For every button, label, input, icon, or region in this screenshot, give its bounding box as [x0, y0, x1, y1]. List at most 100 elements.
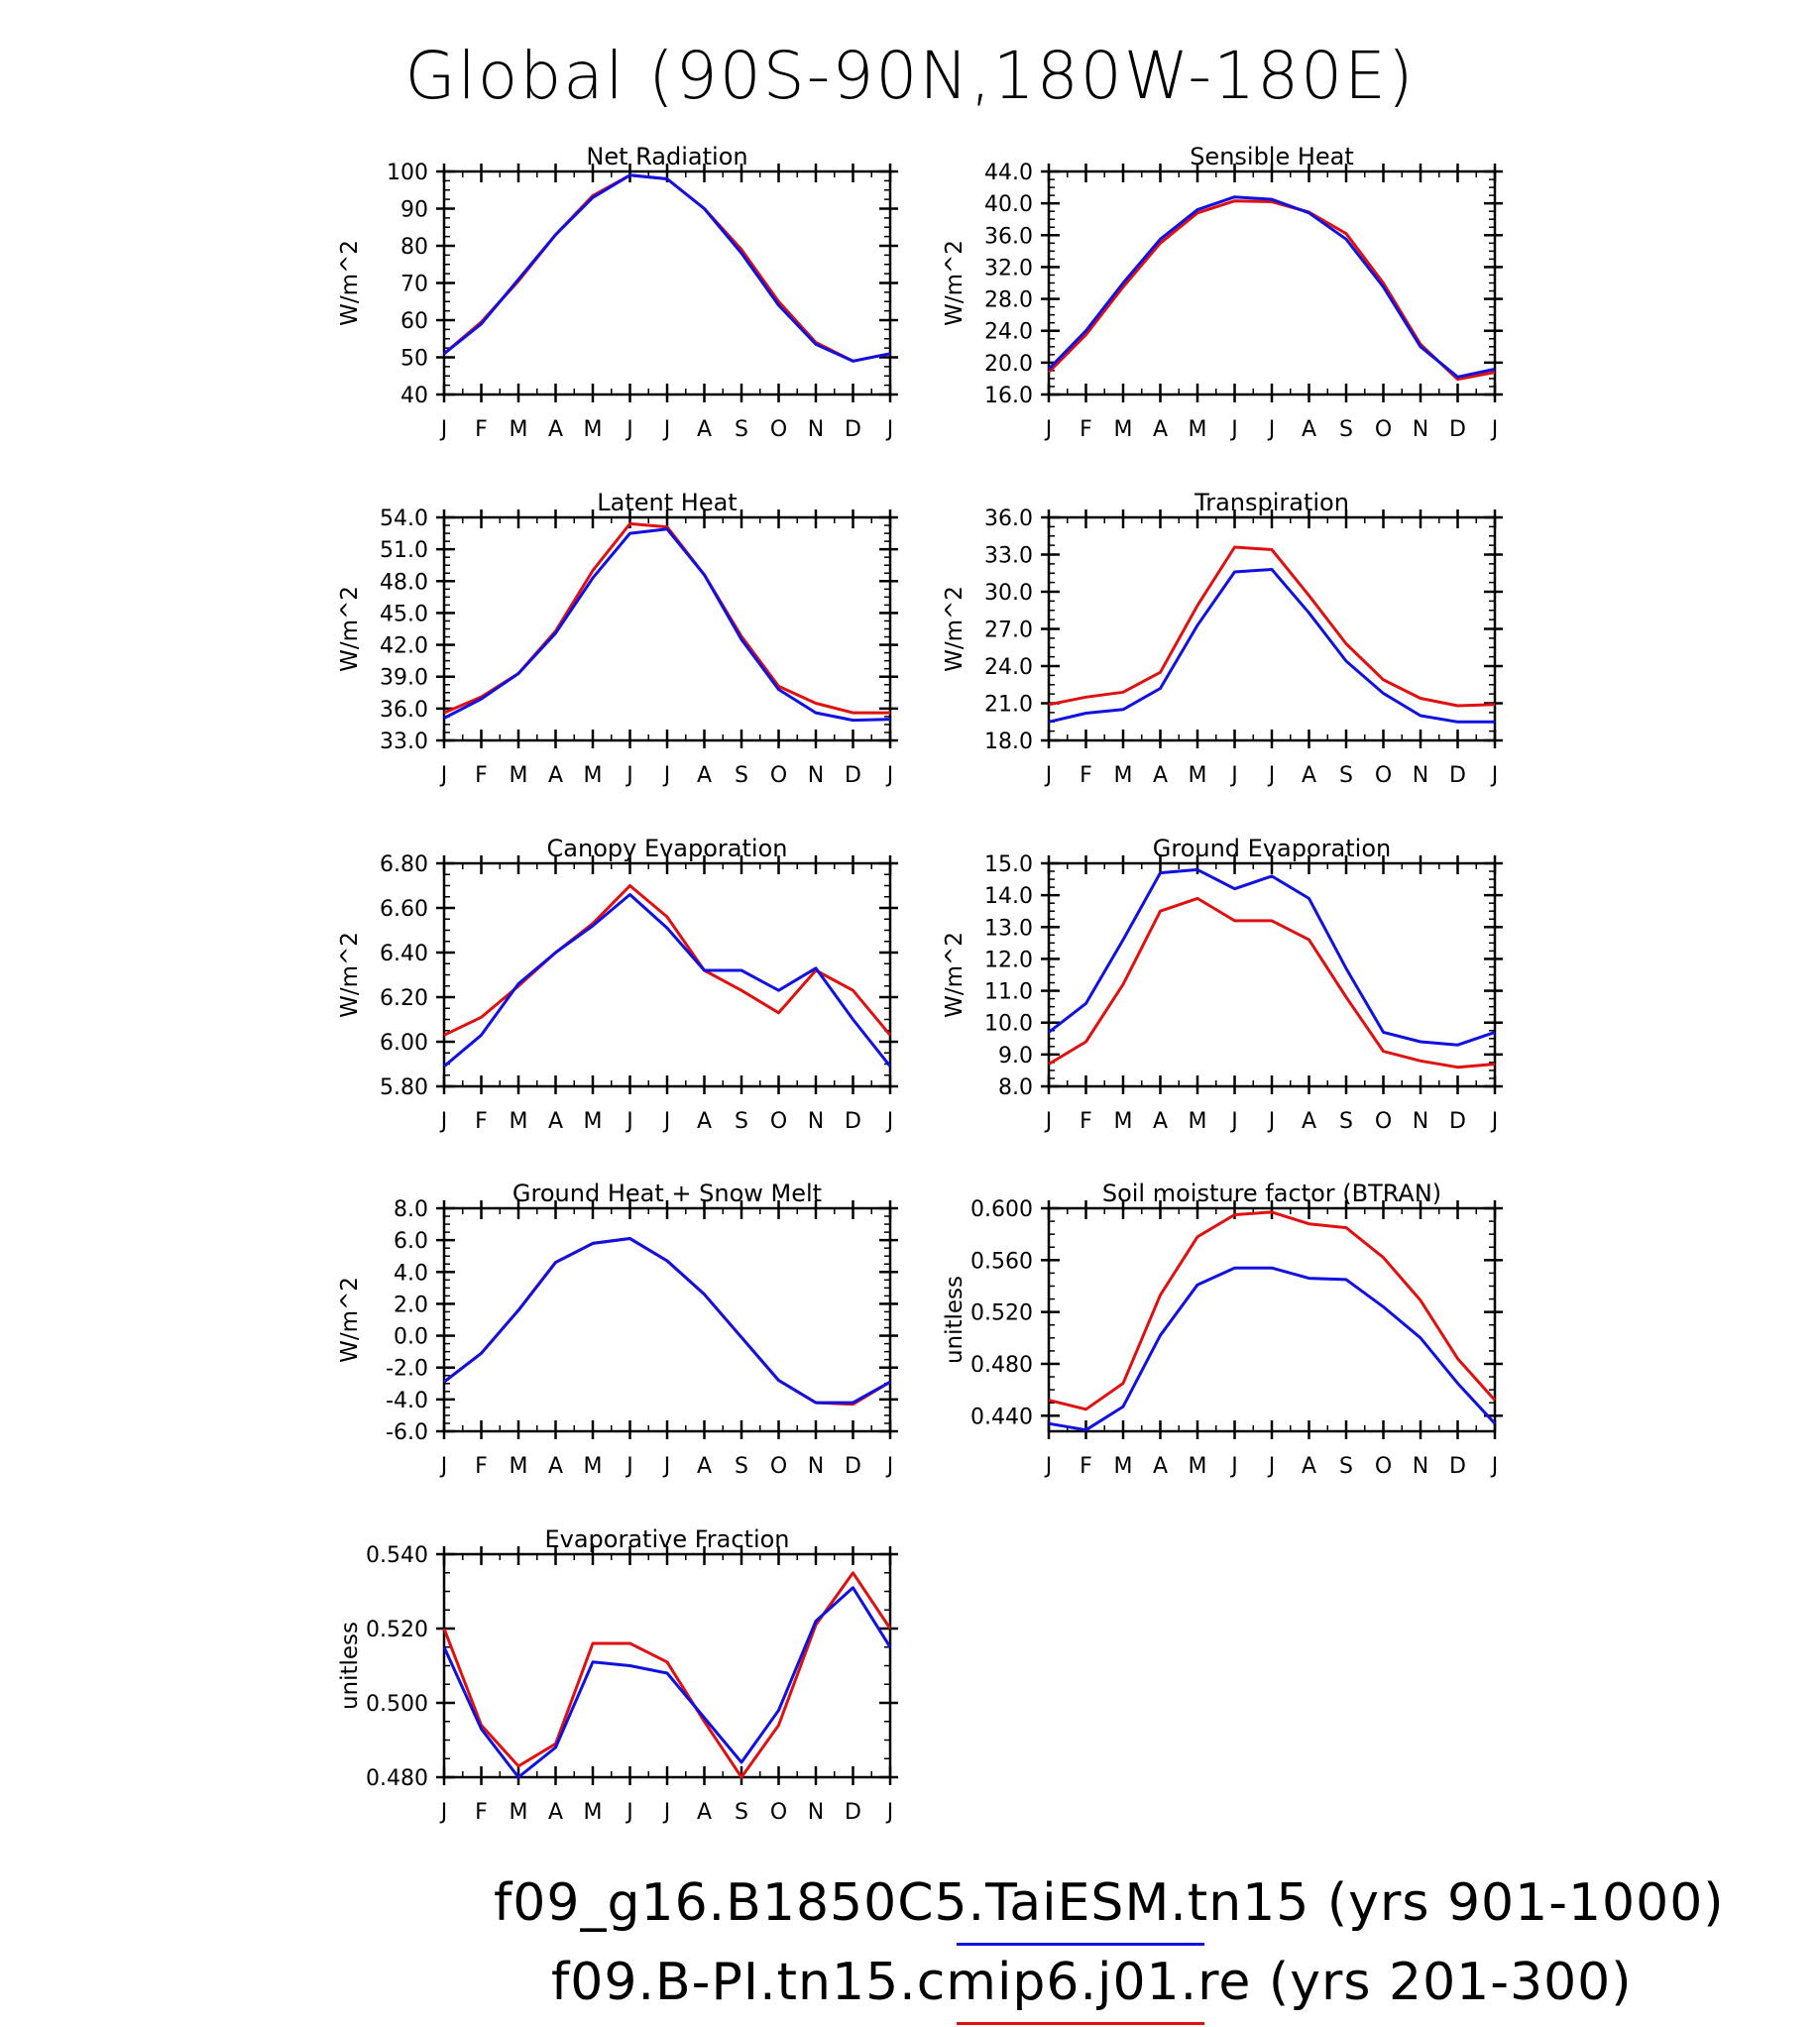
legend-label-series-1: f09_g16.B1850C5.TaiESM.tn15 (yrs 901-100… — [494, 1873, 1725, 1933]
x-tick-label: O — [770, 1800, 787, 1825]
x-tick-label: M — [510, 763, 528, 788]
x-tick-label: J — [1267, 763, 1276, 788]
x-tick-label: A — [548, 763, 563, 788]
plot-frame — [442, 169, 892, 396]
x-tick-label: F — [1080, 417, 1092, 442]
x-tick-label: F — [475, 417, 488, 442]
plot-frame — [1047, 169, 1497, 396]
x-tick-label: S — [735, 763, 748, 788]
y-tick-label: 21.0 — [984, 693, 1033, 718]
y-tick-label: 27.0 — [984, 619, 1033, 643]
x-tick-label: D — [1449, 763, 1466, 788]
x-tick-label: M — [1189, 1109, 1207, 1134]
x-tick-label: J — [439, 1109, 448, 1134]
x-tick-label: A — [548, 1800, 563, 1825]
x-tick-label: D — [1449, 417, 1466, 442]
y-tick-label: 90 — [400, 198, 428, 223]
x-tick-label: F — [1080, 1109, 1092, 1134]
y-axis-label: W/m^2 — [942, 240, 967, 326]
y-axis-label: W/m^2 — [337, 586, 363, 672]
y-tick-label: 0.540 — [366, 1543, 428, 1568]
y-tick-label: 5.80 — [380, 1075, 428, 1100]
y-tick-label: -2.0 — [386, 1357, 428, 1382]
x-tick-label: J — [625, 1109, 633, 1134]
y-axis-label: unitless — [942, 1276, 967, 1364]
x-tick-label: D — [845, 417, 861, 442]
y-tick-label: 24.0 — [984, 320, 1033, 345]
x-tick-label: J — [662, 417, 671, 442]
y-tick-label: 6.20 — [380, 986, 428, 1011]
y-tick-label: 13.0 — [984, 916, 1033, 941]
x-tick-label: M — [1114, 1109, 1133, 1134]
y-tick-label: -4.0 — [386, 1389, 428, 1413]
x-tick-label: J — [885, 1800, 894, 1825]
x-tick-label: S — [1339, 417, 1353, 442]
x-tick-label: D — [845, 1109, 861, 1134]
x-tick-label: M — [584, 763, 603, 788]
y-tick-label: 14.0 — [984, 884, 1033, 909]
x-tick-label: O — [1375, 1454, 1392, 1479]
x-tick-label: D — [845, 1454, 861, 1479]
x-tick-label: J — [1044, 417, 1053, 442]
y-tick-label: 6.40 — [380, 942, 428, 966]
x-tick-label: N — [1413, 763, 1428, 788]
x-tick-label: N — [1413, 1454, 1428, 1479]
x-tick-label: J — [625, 417, 633, 442]
x-tick-label: M — [1114, 417, 1133, 442]
x-tick-label: M — [584, 1454, 603, 1479]
series-1-line — [1048, 568, 1495, 724]
x-tick-label: O — [770, 1109, 787, 1134]
x-tick-label: J — [1490, 1454, 1499, 1479]
plot-frame — [442, 1552, 892, 1779]
x-tick-label: O — [1375, 763, 1392, 788]
series-2-line — [1048, 896, 1496, 1070]
y-axis-label: W/m^2 — [337, 240, 363, 326]
x-tick-label: J — [1267, 1109, 1276, 1134]
x-tick-label: A — [1153, 1109, 1168, 1134]
series-1-line — [1047, 195, 1496, 379]
x-tick-label: J — [885, 763, 894, 788]
x-tick-label: J — [1044, 1454, 1053, 1479]
y-tick-label: 36.0 — [984, 224, 1033, 249]
x-tick-label: M — [1189, 763, 1207, 788]
x-tick-label: N — [808, 1454, 824, 1479]
y-axis-label: W/m^2 — [337, 932, 363, 1018]
plot-frame — [1047, 1206, 1497, 1433]
x-tick-label: D — [1449, 1454, 1466, 1479]
y-tick-label: 30.0 — [984, 581, 1033, 606]
x-tick-label: A — [697, 417, 712, 442]
x-tick-label: J — [625, 1800, 633, 1825]
series-2-line — [1048, 545, 1496, 708]
y-tick-label: 42.0 — [380, 634, 428, 659]
x-tick-label: J — [1229, 1454, 1238, 1479]
x-tick-label: M — [510, 1454, 528, 1479]
y-tick-label: 33.0 — [984, 544, 1033, 569]
y-tick-label: 36.0 — [380, 698, 428, 723]
series-1-line — [443, 527, 891, 723]
x-tick-label: N — [808, 1800, 824, 1825]
y-axis-label: W/m^2 — [337, 1277, 363, 1363]
x-tick-label: M — [1189, 1454, 1207, 1479]
x-tick-label: J — [885, 1109, 894, 1134]
y-tick-label: 40 — [400, 384, 428, 408]
y-tick-label: 100 — [387, 161, 428, 185]
y-tick-label: 0.600 — [970, 1197, 1033, 1222]
x-tick-label: M — [584, 417, 603, 442]
y-tick-label: 44.0 — [984, 161, 1033, 185]
x-tick-label: J — [625, 1454, 633, 1479]
x-tick-label: J — [439, 763, 448, 788]
x-tick-label: O — [1375, 417, 1392, 442]
y-axis-label: unitless — [337, 1622, 363, 1710]
series-2-line — [443, 173, 891, 363]
x-tick-label: N — [808, 1109, 824, 1134]
legend-swatch-series-2 — [957, 2022, 1204, 2025]
x-tick-label: J — [1229, 1109, 1238, 1134]
x-tick-label: N — [1413, 417, 1428, 442]
